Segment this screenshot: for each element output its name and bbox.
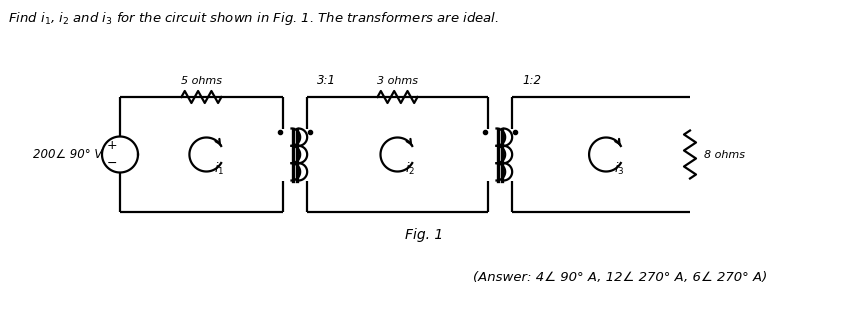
Text: 1:2: 1:2 [522,74,541,87]
Text: Fig. 1: Fig. 1 [405,228,443,242]
Text: (Answer: 4∠ 90° A, 12∠ 270° A, 6∠ 270° A): (Answer: 4∠ 90° A, 12∠ 270° A, 6∠ 270° A… [473,270,767,283]
Text: 3:1: 3:1 [317,74,336,87]
Text: $i_3$: $i_3$ [614,160,624,177]
Text: Find $i_1$, $i_2$ and $i_3$ for the circuit shown in Fig. 1. The transformers ar: Find $i_1$, $i_2$ and $i_3$ for the circ… [8,10,499,27]
Text: 5 ohms: 5 ohms [181,76,222,86]
Text: $i_2$: $i_2$ [406,160,415,177]
Text: 8 ohms: 8 ohms [704,150,745,159]
Text: +: + [107,139,117,152]
Text: 3 ohms: 3 ohms [377,76,418,86]
Text: 200∠ 90° V: 200∠ 90° V [33,148,103,161]
Text: −: − [107,157,117,170]
Text: $i_1$: $i_1$ [215,160,225,177]
